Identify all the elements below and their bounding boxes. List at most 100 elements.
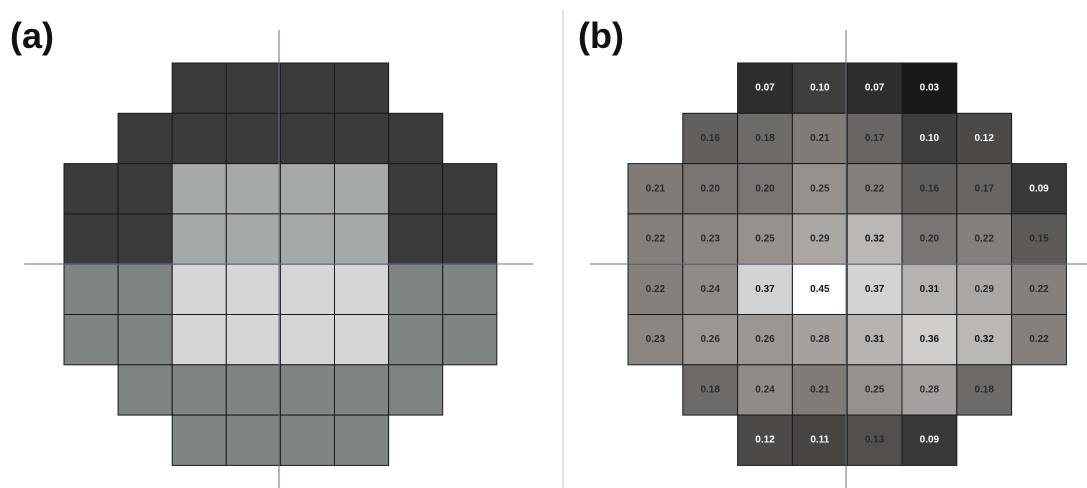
panel-a-cell <box>442 314 498 366</box>
panel-b-cell <box>1011 213 1067 265</box>
panel-b-cell <box>901 163 958 215</box>
panel-a-cell <box>388 263 444 316</box>
cell-value-label: 0.22 <box>646 284 666 295</box>
cell-value-label: 0.21 <box>810 384 830 395</box>
panel-a-cell <box>225 112 281 165</box>
panel-a-cell <box>279 263 335 316</box>
cell-value-label: 0.22 <box>1029 334 1049 345</box>
panel-a-cell <box>334 364 390 416</box>
panel-b-cell <box>956 213 1013 265</box>
panel-a-cell <box>225 414 281 466</box>
panel-b-cell <box>846 414 903 466</box>
panel-b-cell <box>737 213 793 265</box>
panel-a-cell <box>171 364 227 416</box>
panel-a-cell <box>117 112 173 165</box>
panel-b-cell <box>791 213 848 265</box>
cell-value-label: 0.32 <box>865 234 885 245</box>
panel-b-cell <box>846 62 903 114</box>
panel-b-cell <box>901 112 958 165</box>
cell-value-label: 0.13 <box>865 435 885 446</box>
panel-a-cell <box>388 314 444 366</box>
panel-b-cell <box>901 414 958 466</box>
cell-value-label: 0.31 <box>920 284 940 295</box>
cell-value-label: 0.16 <box>700 133 720 144</box>
cell-value-label: 0.22 <box>865 183 885 194</box>
panel-b-cell <box>956 163 1013 215</box>
panel-a-cell <box>225 163 281 215</box>
cell-value-label: 0.16 <box>920 183 940 194</box>
panel-a-cell <box>171 263 227 316</box>
cell-value-label: 0.29 <box>974 284 994 295</box>
cell-value-label: 0.10 <box>920 133 940 144</box>
panel-a-cell <box>225 62 281 114</box>
panel-b-cell <box>901 213 958 265</box>
cell-value-label: 0.28 <box>810 334 830 345</box>
panel-a-cell <box>63 263 119 316</box>
cell-value-label: 0.03 <box>920 83 940 94</box>
panel-b-cell <box>791 364 848 416</box>
cell-value-label: 0.07 <box>865 83 885 94</box>
cell-value-label: 0.25 <box>755 234 775 245</box>
panel-a-cell <box>225 314 281 366</box>
panel-a-cell <box>442 213 498 265</box>
cell-value-label: 0.23 <box>700 234 720 245</box>
cell-value-label: 0.25 <box>810 183 830 194</box>
panel-a-cell <box>334 62 390 114</box>
panel-b-cell <box>627 314 684 366</box>
panel-a-cell <box>334 314 390 366</box>
panel-b-cell <box>682 364 739 416</box>
cell-value-label: 0.21 <box>646 183 666 194</box>
panel-b-cell <box>956 364 1013 416</box>
panel-a-cell <box>63 213 119 265</box>
panel-a-cell <box>442 263 498 316</box>
panel-b-cell <box>737 62 793 114</box>
panel-b-cell <box>791 163 848 215</box>
panel-a-cell <box>171 213 227 265</box>
panel-b-grid: 0.07 0.10 0.07 0.03 0.16 0.18 0.21 0.17 0.10 0.12… <box>590 30 1087 488</box>
panel-b-cell <box>737 414 793 466</box>
panel-b-cell <box>791 314 848 366</box>
cell-value-label: 0.25 <box>865 384 885 395</box>
panel-b-cell <box>627 213 684 265</box>
panel-a-cell <box>279 62 335 114</box>
panel-a-cell <box>279 314 335 366</box>
panel-b-cell <box>956 314 1013 366</box>
panel-a-cell <box>334 263 390 316</box>
panel-a-label: (a) <box>10 15 54 56</box>
panel-b-cell <box>846 263 903 316</box>
panel-a-cell <box>171 414 227 466</box>
cell-value-label: 0.07 <box>755 83 775 94</box>
panel-a-cell <box>225 213 281 265</box>
panel-b-cell <box>956 112 1013 165</box>
panel-b-cell <box>1011 314 1067 366</box>
panel-b-label: (b) <box>578 15 624 56</box>
panel-b-cell <box>1011 163 1067 215</box>
cell-value-label: 0.29 <box>810 234 830 245</box>
panel-b-cell <box>737 364 793 416</box>
panel-a-cell <box>334 414 390 466</box>
cell-value-label: 0.09 <box>1029 183 1049 194</box>
cell-value-label: 0.31 <box>865 334 885 345</box>
cell-value-label: 0.20 <box>920 234 940 245</box>
panel-b-cell <box>846 112 903 165</box>
cell-value-label: 0.20 <box>700 183 720 194</box>
cell-value-label: 0.18 <box>700 384 720 395</box>
cell-value-label: 0.15 <box>1029 234 1049 245</box>
cell-value-label: 0.18 <box>974 384 994 395</box>
cell-value-label: 0.21 <box>810 133 830 144</box>
panel-a-cell <box>117 364 173 416</box>
panel-b-cell <box>846 213 903 265</box>
cell-value-label: 0.17 <box>865 133 885 144</box>
cell-value-label: 0.23 <box>646 334 666 345</box>
panel-a-cell <box>442 163 498 215</box>
panel-a-cell <box>171 62 227 114</box>
panel-a-cell <box>117 263 173 316</box>
panel-a-grid <box>24 30 533 488</box>
cell-value-label: 0.17 <box>974 183 994 194</box>
panel-a-cell <box>225 263 281 316</box>
cell-value-label: 0.24 <box>700 284 720 295</box>
panel-b-cell <box>682 163 739 215</box>
cell-value-label: 0.26 <box>700 334 720 345</box>
cell-value-label: 0.37 <box>865 284 885 295</box>
